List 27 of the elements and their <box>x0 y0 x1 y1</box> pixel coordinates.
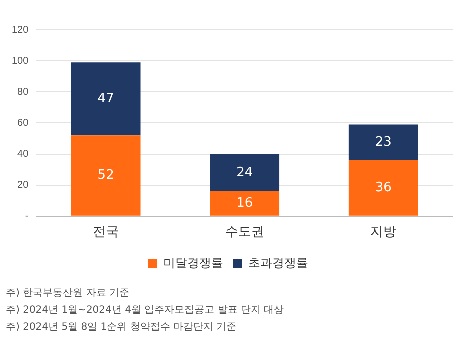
bar <box>71 136 141 216</box>
x-tick-label: 지방 <box>370 224 397 239</box>
text: 주) 2024년 1월~2024년 4월 입주자모집공고 발표 단지 대상 <box>6 304 284 318</box>
bar <box>210 192 280 216</box>
text: 주) 한국부동산원 자료 기준 <box>6 287 130 301</box>
y-tick-label: 20 <box>18 180 30 192</box>
data-label: 52 <box>98 168 114 184</box>
y-tick-label: 40 <box>18 149 30 160</box>
bar <box>348 124 418 160</box>
legend-label: 초과경쟁률 <box>248 256 308 270</box>
data-label: 47 <box>98 92 114 106</box>
y-tick-label: 60 <box>18 118 30 129</box>
data-label: 23 <box>375 134 392 150</box>
text: 주) 2024년 5월 8일 1순위 청약접수 마감단지 기준 <box>6 321 238 335</box>
bar <box>71 62 141 136</box>
y-tick-label: 100 <box>12 56 30 67</box>
y-tick-label: - <box>25 211 29 222</box>
y-tick-label: 120 <box>12 24 30 36</box>
bar <box>348 160 418 216</box>
data-label: 24 <box>236 165 254 180</box>
legend-label: 미달경쟁률 <box>164 256 224 270</box>
bar <box>210 154 280 192</box>
y-tick-label: 80 <box>18 86 30 98</box>
data-label: 36 <box>375 180 392 196</box>
data-label: 16 <box>236 196 254 212</box>
x-tick-label: 수도권 <box>225 224 264 239</box>
x-tick-label: 전국 <box>93 224 120 239</box>
